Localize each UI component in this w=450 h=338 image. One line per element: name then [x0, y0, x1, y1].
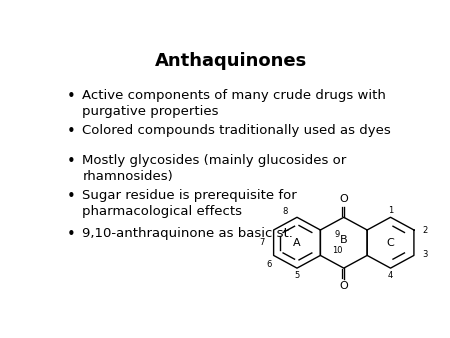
Text: •: •	[67, 89, 76, 104]
Text: 4: 4	[388, 271, 393, 280]
Text: C: C	[387, 238, 394, 248]
Text: •: •	[67, 124, 76, 139]
Text: A: A	[293, 238, 301, 248]
Text: Mostly glycosides (mainly glucosides or
rhamnosides): Mostly glycosides (mainly glucosides or …	[82, 154, 346, 183]
Text: 3: 3	[422, 250, 427, 259]
Text: Colored compounds traditionally used as dyes: Colored compounds traditionally used as …	[82, 124, 391, 137]
Text: 5: 5	[294, 271, 300, 280]
Text: 1: 1	[388, 206, 393, 215]
Text: Active components of many crude drugs with
purgative properties: Active components of many crude drugs wi…	[82, 89, 386, 118]
Text: 8: 8	[282, 207, 288, 216]
Text: 6: 6	[266, 260, 272, 269]
Text: 9: 9	[334, 230, 340, 239]
Text: O: O	[339, 194, 348, 204]
Text: •: •	[67, 227, 76, 242]
Text: O: O	[339, 281, 348, 291]
Text: 2: 2	[422, 226, 427, 236]
Text: •: •	[67, 189, 76, 204]
Text: Sugar residue is prerequisite for
pharmacological effects: Sugar residue is prerequisite for pharma…	[82, 189, 297, 218]
Text: 9,10-anthraquinone as basic st.: 9,10-anthraquinone as basic st.	[82, 227, 293, 240]
Text: 10: 10	[332, 246, 342, 255]
Text: Anthaquinones: Anthaquinones	[154, 52, 307, 70]
Text: 7: 7	[260, 238, 265, 247]
Text: •: •	[67, 154, 76, 169]
Text: B: B	[340, 235, 347, 244]
